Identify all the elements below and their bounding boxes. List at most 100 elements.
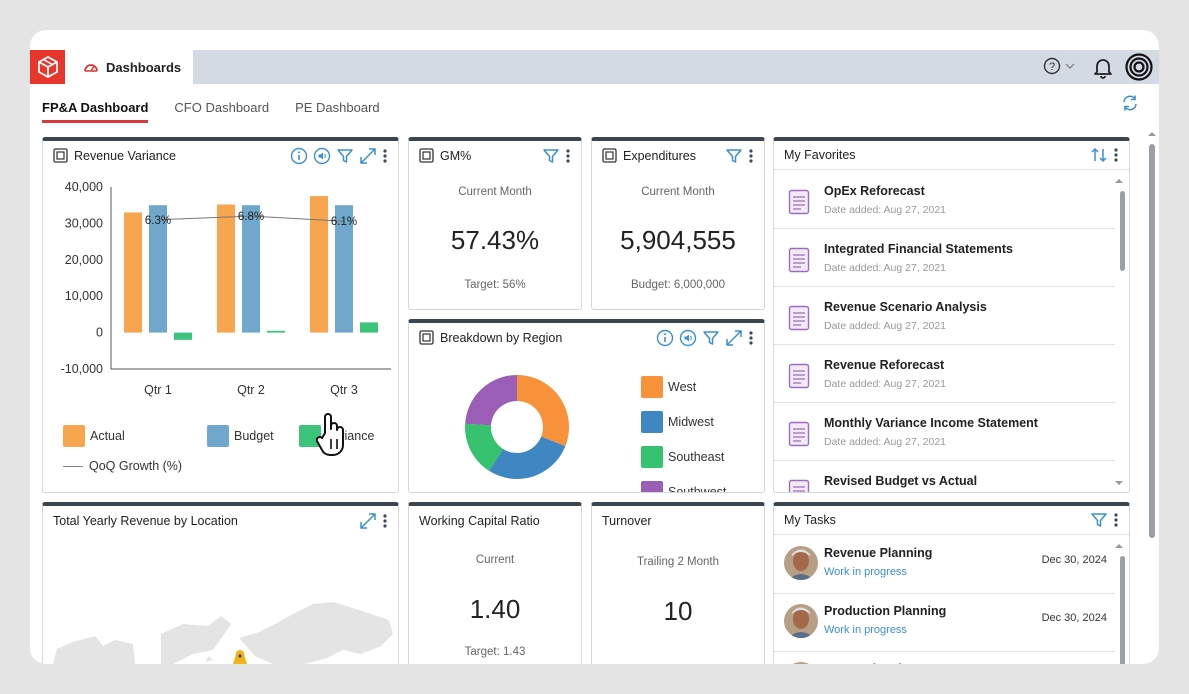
bar-budget-2[interactable]: [242, 205, 260, 333]
legend-qoq-growth[interactable]: QoQ Growth (%): [63, 459, 182, 473]
widget-title: GM%: [440, 148, 472, 163]
page-scrollbar-thumb[interactable]: [1149, 144, 1155, 538]
scroll-up-icon[interactable]: [1114, 177, 1124, 185]
legend-southeast[interactable]: Southeast: [641, 446, 724, 468]
info-icon[interactable]: [290, 147, 308, 165]
task-item[interactable]: Revenue Planning Work in progress Dec 30, …: [774, 536, 1115, 594]
more-options-icon[interactable]: [565, 148, 571, 164]
document-icon: [788, 479, 810, 492]
legend-west[interactable]: West: [641, 376, 696, 398]
legend-budget[interactable]: Budget: [207, 425, 274, 447]
document-icon: [788, 305, 810, 336]
gm-widget: GM% Current Month 57.43% Target: 56%: [408, 137, 582, 310]
tab-pe-dashboard[interactable]: PE Dashboard: [295, 100, 380, 115]
bar-variance-3[interactable]: [360, 322, 378, 333]
dashboard-tabs: FP&A Dashboard CFO Dashboard PE Dashboar…: [42, 100, 380, 123]
qoq-growth-line: [157, 215, 345, 222]
legend-actual[interactable]: Actual: [63, 425, 125, 447]
widget-icon: [419, 330, 434, 345]
widget-title: Expenditures: [623, 148, 696, 163]
legend-swatch: [641, 411, 663, 433]
app-logo[interactable]: [30, 50, 65, 84]
bar-variance-2[interactable]: [267, 330, 285, 333]
scroll-down-icon[interactable]: [1114, 479, 1124, 487]
user-avatar-button[interactable]: [1125, 53, 1153, 86]
kpi-value: 57.43%: [450, 225, 540, 255]
scroll-up-icon[interactable]: [1114, 542, 1124, 550]
favorite-item[interactable]: Revenue Reforecast Date added: Aug 27, 20…: [774, 345, 1115, 403]
widget-header: Breakdown by Region: [409, 323, 764, 352]
donut-slice-midwest[interactable]: [489, 436, 566, 479]
filter-icon[interactable]: [702, 329, 720, 347]
more-options-icon[interactable]: [1113, 147, 1119, 163]
bar-actual-1[interactable]: [124, 212, 142, 333]
favorite-date: Date added: Aug 27, 2021: [824, 204, 947, 216]
notifications-button[interactable]: [1091, 55, 1115, 84]
widget-title: Turnover: [602, 513, 652, 528]
donut-slice-west[interactable]: [517, 375, 569, 447]
growth-data-label: 6.8%: [238, 211, 264, 223]
filter-icon[interactable]: [725, 147, 743, 165]
task-status[interactable]: Work in progress: [824, 624, 907, 636]
dashboards-app-tab[interactable]: Dashboards: [65, 50, 193, 84]
favorites-scrollbar-thumb[interactable]: [1120, 191, 1125, 271]
y-tick-label: 30,000: [65, 216, 103, 230]
tasks-scrollbar-thumb[interactable]: [1120, 556, 1125, 664]
filter-icon[interactable]: [1090, 511, 1108, 529]
bar-actual-3[interactable]: [310, 196, 328, 333]
tab-fpa-dashboard[interactable]: FP&A Dashboard: [42, 100, 149, 123]
kpi-value: 5,904,555: [620, 225, 736, 255]
growth-data-label: 6.3%: [145, 215, 171, 227]
more-options-icon[interactable]: [748, 148, 754, 164]
document-icon: [788, 247, 810, 278]
favorite-item[interactable]: OpEx Reforecast Date added: Aug 27, 2021: [774, 171, 1115, 229]
favorite-item[interactable]: Revenue Scenario Analysis Date added: Aug…: [774, 287, 1115, 345]
sort-icon[interactable]: [1090, 146, 1108, 164]
widget-header: My Favorites: [774, 141, 1129, 170]
tab-cfo-dashboard[interactable]: CFO Dashboard: [174, 100, 270, 115]
legend-midwest[interactable]: Midwest: [641, 411, 714, 433]
widget-title: Working Capital Ratio: [419, 513, 540, 528]
help-menu[interactable]: ?: [1043, 57, 1075, 75]
more-options-icon[interactable]: [382, 148, 388, 164]
legend-southwest[interactable]: Southwest: [641, 481, 727, 493]
expand-icon[interactable]: [359, 147, 377, 165]
filter-icon[interactable]: [542, 147, 560, 165]
kpi-target: Target: 56%: [464, 279, 526, 291]
expand-icon[interactable]: [359, 512, 377, 530]
bar-variance-1[interactable]: [174, 332, 192, 340]
task-item[interactable]: COGS Planning: [774, 652, 1115, 664]
app-tab-label: Dashboards: [106, 59, 182, 75]
expand-icon[interactable]: [725, 329, 743, 347]
more-options-icon[interactable]: [1113, 512, 1119, 528]
favorite-item[interactable]: Integrated Financial Statements Date adde…: [774, 229, 1115, 287]
filter-icon[interactable]: [336, 147, 354, 165]
bar-actual-2[interactable]: [217, 204, 235, 333]
bar-budget-3[interactable]: [335, 205, 353, 333]
donut-slice-southwest[interactable]: [465, 375, 517, 426]
legend-label: West: [668, 380, 697, 394]
info-icon[interactable]: [656, 329, 674, 347]
speaker-icon[interactable]: [313, 147, 331, 165]
page-scroll-up-icon[interactable]: [1147, 130, 1157, 138]
svg-text:?: ?: [1049, 61, 1055, 73]
legend-label: Southwest: [668, 485, 727, 493]
task-due-date: Dec 30, 2024: [1041, 554, 1107, 566]
yearly-revenue-map-widget: Total Yearly Revenue by Location: [42, 502, 399, 664]
y-tick-label: -10,000: [61, 362, 103, 376]
speaker-icon[interactable]: [679, 329, 697, 347]
more-options-icon[interactable]: [748, 330, 754, 346]
y-tick-label: 20,000: [65, 253, 103, 267]
task-status[interactable]: Work in progress: [824, 566, 907, 578]
assignee-avatar: [784, 546, 818, 580]
favorite-item[interactable]: Revised Budget vs Actual: [774, 461, 1115, 492]
widget-title: Total Yearly Revenue by Location: [53, 513, 238, 528]
task-item[interactable]: Production Planning Work in progress Dec 3…: [774, 594, 1115, 652]
more-options-icon[interactable]: [382, 513, 388, 529]
tasks-list: Revenue Planning Work in progress Dec 30, …: [774, 536, 1129, 664]
favorite-item[interactable]: Monthly Variance Income Statement Date ad…: [774, 403, 1115, 461]
bar-budget-1[interactable]: [149, 205, 167, 333]
legend-growth-label: QoQ Growth (%): [89, 459, 183, 473]
donut-slice-southeast[interactable]: [465, 423, 504, 471]
refresh-button[interactable]: [1121, 94, 1139, 117]
